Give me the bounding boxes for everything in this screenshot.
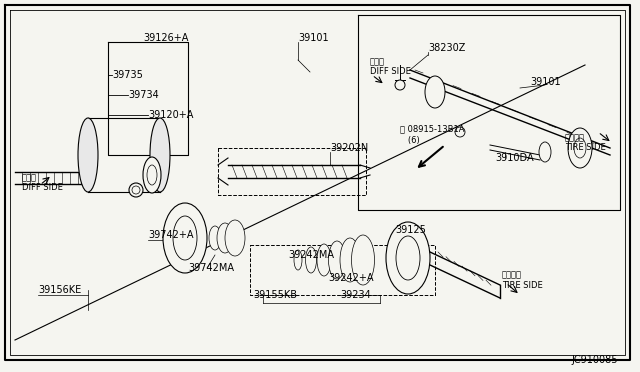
Text: 39101: 39101 <box>530 77 561 87</box>
Text: デフ側: デフ側 <box>370 58 385 67</box>
Ellipse shape <box>225 220 245 256</box>
Text: タイヤ側: タイヤ側 <box>502 270 522 279</box>
Text: 39242MA: 39242MA <box>288 250 334 260</box>
Ellipse shape <box>305 247 317 273</box>
Ellipse shape <box>328 241 346 279</box>
Text: 39120+A: 39120+A <box>148 110 193 120</box>
Text: 39202N: 39202N <box>330 143 368 153</box>
Text: 39125: 39125 <box>395 225 426 235</box>
Text: 38230Z: 38230Z <box>428 43 465 53</box>
Text: Ⓜ 08915-13B1A
   (6): Ⓜ 08915-13B1A (6) <box>400 125 465 145</box>
Ellipse shape <box>351 235 374 285</box>
Ellipse shape <box>539 142 551 162</box>
Ellipse shape <box>340 238 360 282</box>
Ellipse shape <box>150 118 170 192</box>
Ellipse shape <box>425 76 445 108</box>
Circle shape <box>129 183 143 197</box>
Text: DIFF SIDE: DIFF SIDE <box>22 183 63 192</box>
Text: 39742MA: 39742MA <box>188 263 234 273</box>
Text: 39234: 39234 <box>340 290 371 300</box>
Text: DIFF SIDE: DIFF SIDE <box>370 67 411 77</box>
Text: タイヤ側: タイヤ側 <box>565 134 585 142</box>
Text: 39155KB: 39155KB <box>253 290 297 300</box>
Text: 39242+A: 39242+A <box>328 273 374 283</box>
Text: TIRE SIDE: TIRE SIDE <box>565 144 605 153</box>
Ellipse shape <box>78 118 98 192</box>
Ellipse shape <box>386 222 430 294</box>
Text: TIRE SIDE: TIRE SIDE <box>502 280 543 289</box>
Ellipse shape <box>317 244 331 276</box>
Ellipse shape <box>209 226 221 250</box>
Text: 3910DA: 3910DA <box>495 153 534 163</box>
Ellipse shape <box>163 203 207 273</box>
Ellipse shape <box>217 223 233 253</box>
Text: 39734: 39734 <box>128 90 159 100</box>
Circle shape <box>395 80 405 90</box>
Text: 39126+A: 39126+A <box>143 33 188 43</box>
Text: 39735: 39735 <box>112 70 143 80</box>
Text: 39742+A: 39742+A <box>148 230 193 240</box>
Ellipse shape <box>568 128 592 168</box>
Text: 39156KE: 39156KE <box>38 285 81 295</box>
Text: JC910085: JC910085 <box>572 355 618 365</box>
Ellipse shape <box>143 157 161 193</box>
Text: デフ側: デフ側 <box>22 173 37 183</box>
Ellipse shape <box>294 250 302 270</box>
Text: 39101: 39101 <box>298 33 328 43</box>
